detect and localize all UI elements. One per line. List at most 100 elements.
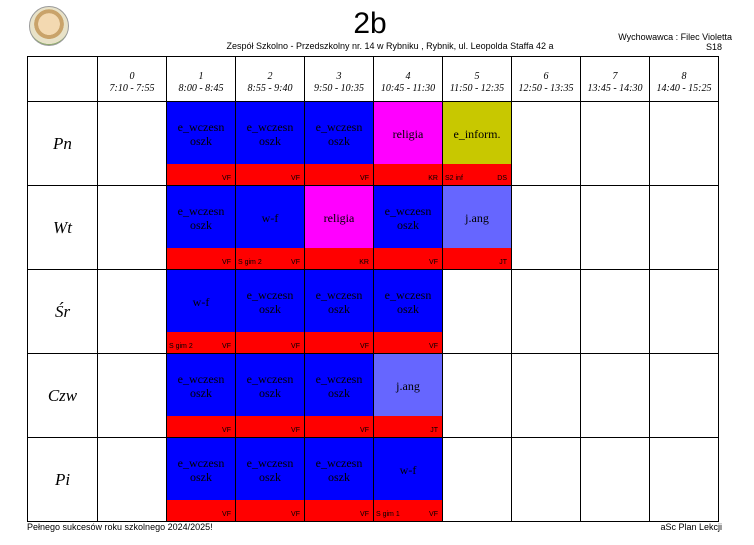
lesson-block[interactable]: e_wczesn oszk VF [167, 102, 235, 185]
lesson-cell[interactable]: e_wczesn oszk VF [166, 185, 236, 270]
lesson-block[interactable]: religia KR [374, 102, 442, 185]
empty-cell [511, 353, 581, 438]
lesson-cell[interactable]: w-f S gim 2 VF [235, 185, 305, 270]
lesson-subject: e_wczesn oszk [305, 270, 373, 333]
lesson-subject: j.ang [443, 186, 511, 249]
lesson-teacher: VF [291, 343, 300, 350]
lesson-block[interactable]: e_wczesn oszk VF [167, 438, 235, 521]
lesson-room: S2 inf [445, 175, 463, 182]
period-number: 4 [405, 71, 411, 82]
day-label: Czw [27, 353, 98, 438]
lesson-block[interactable]: w-f S gim 2 VF [167, 270, 235, 353]
lesson-teacher: VF [222, 259, 231, 266]
lesson-info-bar: VF [305, 500, 373, 521]
lesson-block[interactable]: e_wczesn oszk VF [374, 186, 442, 269]
lesson-info-bar: VF [305, 164, 373, 185]
empty-cell [580, 437, 650, 522]
lesson-subject: e_wczesn oszk [374, 270, 442, 333]
lesson-cell[interactable]: e_wczesn oszk VF [166, 353, 236, 438]
lesson-teacher: VF [429, 343, 438, 350]
day-row: Wt e_wczesn oszk VF w-f S gim 2 VF religia KR e_… [27, 185, 719, 270]
lesson-block[interactable]: e_wczesn oszk VF [167, 354, 235, 437]
lesson-cell[interactable]: j.ang JT [373, 353, 443, 438]
period-time: 7:10 - 7:55 [109, 83, 155, 94]
lesson-cell[interactable]: e_wczesn oszk VF [235, 437, 305, 522]
lesson-teacher: VF [291, 175, 300, 182]
lesson-block[interactable]: w-f S gim 1 VF [374, 438, 442, 521]
lesson-cell[interactable]: e_wczesn oszk VF [235, 101, 305, 186]
lesson-teacher: VF [429, 259, 438, 266]
lesson-cell[interactable]: e_wczesn oszk VF [304, 437, 374, 522]
day-label: Wt [27, 185, 98, 270]
lesson-block[interactable]: e_wczesn oszk VF [305, 270, 373, 353]
empty-cell [649, 269, 719, 354]
school-logo [29, 6, 69, 46]
lesson-info-bar: S gim 1 VF [374, 500, 442, 521]
lesson-cell[interactable]: e_wczesn oszk VF [166, 437, 236, 522]
lesson-teacher: VF [222, 427, 231, 434]
lesson-block[interactable]: e_wczesn oszk VF [374, 270, 442, 353]
period-number: 3 [336, 71, 342, 82]
lesson-cell[interactable]: e_wczesn oszk VF [304, 353, 374, 438]
lesson-block[interactable]: w-f S gim 2 VF [236, 186, 304, 269]
lesson-block[interactable]: e_wczesn oszk VF [236, 270, 304, 353]
period-header-row: 0 7:10 - 7:55 1 8:00 - 8:45 2 8:55 - 9:40 3 9:5… [27, 56, 719, 102]
empty-cell [442, 437, 512, 522]
day-row: Pn e_wczesn oszk VF e_wczesn oszk VF e_wczesn… [27, 101, 719, 186]
lesson-block[interactable]: religia KR [305, 186, 373, 269]
lesson-cell[interactable]: e_wczesn oszk VF [235, 269, 305, 354]
lesson-subject: e_inform. [443, 102, 511, 165]
period-time: 13:45 - 14:30 [587, 83, 643, 94]
period-header: 0 7:10 - 7:55 [97, 56, 167, 102]
lesson-block[interactable]: j.ang JT [443, 186, 511, 269]
lesson-block[interactable]: e_inform. S2 inf DS [443, 102, 511, 185]
lesson-subject: e_wczesn oszk [167, 102, 235, 165]
lesson-block[interactable]: e_wczesn oszk VF [305, 438, 373, 521]
day-label: Śr [27, 269, 98, 354]
empty-cell [649, 353, 719, 438]
lesson-cell[interactable]: e_wczesn oszk VF [304, 101, 374, 186]
lesson-cell[interactable]: e_wczesn oszk VF [373, 185, 443, 270]
period-header: 1 8:00 - 8:45 [166, 56, 236, 102]
empty-cell [580, 353, 650, 438]
lesson-teacher: VF [291, 259, 300, 266]
lesson-cell[interactable]: w-f S gim 2 VF [166, 269, 236, 354]
lesson-block[interactable]: e_wczesn oszk VF [236, 102, 304, 185]
lesson-info-bar: JT [374, 416, 442, 437]
day-label: Pn [27, 101, 98, 186]
lesson-teacher: VF [360, 427, 369, 434]
lesson-cell[interactable]: w-f S gim 1 VF [373, 437, 443, 522]
lesson-teacher: JT [499, 259, 507, 266]
lesson-info-bar: VF [167, 500, 235, 521]
period-number: 0 [129, 71, 135, 82]
lesson-cell[interactable]: e_wczesn oszk VF [166, 101, 236, 186]
lesson-block[interactable]: e_wczesn oszk VF [305, 102, 373, 185]
lesson-cell[interactable]: j.ang JT [442, 185, 512, 270]
lesson-block[interactable]: e_wczesn oszk VF [236, 438, 304, 521]
lesson-cell[interactable]: e_wczesn oszk VF [235, 353, 305, 438]
lesson-subject: religia [305, 186, 373, 249]
empty-cell [511, 269, 581, 354]
period-time: 14:40 - 15:25 [656, 83, 712, 94]
lesson-info-bar: S2 inf DS [443, 164, 511, 185]
period-time: 8:55 - 9:40 [247, 83, 293, 94]
lesson-info-bar: VF [374, 332, 442, 353]
lesson-teacher: DS [497, 175, 507, 182]
lesson-cell[interactable]: e_wczesn oszk VF [373, 269, 443, 354]
lesson-teacher: VF [291, 427, 300, 434]
lesson-block[interactable]: j.ang JT [374, 354, 442, 437]
lesson-block[interactable]: e_wczesn oszk VF [167, 186, 235, 269]
lesson-block[interactable]: e_wczesn oszk VF [236, 354, 304, 437]
lesson-cell[interactable]: e_wczesn oszk VF [304, 269, 374, 354]
period-number: 5 [474, 71, 480, 82]
period-header: 2 8:55 - 9:40 [235, 56, 305, 102]
lesson-info-bar: VF [236, 500, 304, 521]
lesson-cell[interactable]: religia KR [373, 101, 443, 186]
period-time: 8:00 - 8:45 [178, 83, 224, 94]
lesson-block[interactable]: e_wczesn oszk VF [305, 354, 373, 437]
empty-cell [97, 437, 167, 522]
lesson-cell[interactable]: e_inform. S2 inf DS [442, 101, 512, 186]
lesson-teacher: KR [359, 259, 369, 266]
lesson-cell[interactable]: religia KR [304, 185, 374, 270]
lesson-room: S gim 1 [376, 511, 400, 518]
